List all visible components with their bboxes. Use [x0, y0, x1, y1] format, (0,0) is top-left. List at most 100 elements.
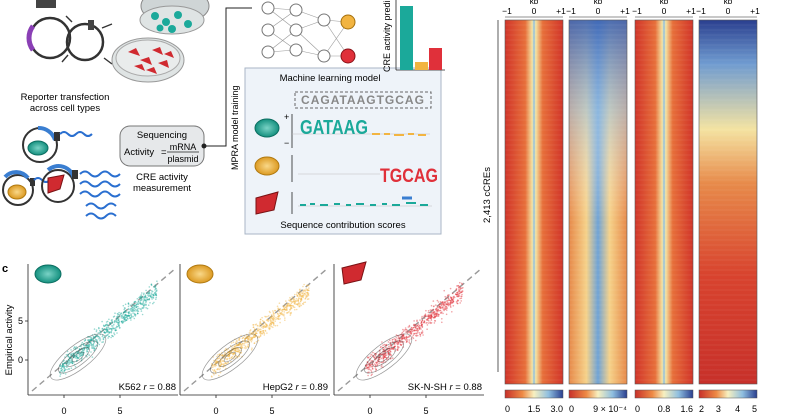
scatter-point [227, 355, 230, 358]
scatter-point [289, 312, 292, 314]
scatter-point [259, 335, 262, 337]
scatter-point [106, 328, 109, 331]
scatter-point [212, 370, 215, 372]
scatter-point [148, 292, 151, 294]
scatter-point [405, 328, 407, 331]
scatter-point [75, 355, 78, 357]
scatter-point [228, 357, 231, 359]
scatter-point [106, 334, 108, 337]
scatter-point [281, 310, 284, 313]
scatter-point [86, 348, 88, 351]
scatter-point [441, 301, 444, 304]
scatter-point [235, 350, 237, 353]
scatter-point [138, 296, 140, 299]
scatter-point [459, 291, 461, 293]
scatter-point [127, 308, 130, 310]
scatter-point [429, 322, 432, 325]
scatter-point [382, 348, 384, 351]
scatter-point [402, 335, 405, 337]
scatter-point [455, 293, 457, 296]
scatter-point [101, 328, 103, 330]
scatter-point [90, 339, 92, 342]
scatter-point [442, 307, 445, 309]
scatter-point [263, 332, 266, 335]
scatter-point [400, 341, 402, 344]
scatter-point [397, 343, 400, 345]
scatter-point [460, 291, 463, 294]
scatter-point [261, 323, 263, 326]
scatter-point [59, 373, 62, 376]
scatter-point [264, 315, 266, 318]
scatter-point [154, 294, 157, 296]
scatter-point [93, 336, 95, 338]
scatter-point [247, 344, 249, 347]
scatter-point [93, 347, 96, 350]
scatter-point [248, 332, 251, 334]
scatter-point [365, 367, 367, 370]
scatter-point [423, 315, 425, 318]
scatter-point [154, 286, 157, 288]
scatter-point [273, 317, 276, 320]
scatter-point [211, 376, 213, 378]
scatter-point [451, 302, 454, 304]
scatter-point [94, 345, 97, 348]
scatter-point [98, 327, 100, 330]
scatter-point [382, 344, 384, 347]
scatter-point [128, 308, 130, 311]
scatter-point [288, 305, 291, 307]
scatter-point [134, 304, 136, 307]
scatter-point [252, 326, 255, 329]
scatter-point [399, 339, 401, 341]
scatter-point [155, 296, 157, 299]
scatter-point [145, 289, 147, 292]
scatter-point [146, 307, 149, 310]
scatter-point [286, 308, 288, 311]
scatter-point [440, 304, 443, 307]
scatter-point [222, 360, 224, 362]
scatter-point [430, 319, 433, 321]
scatter-point [270, 325, 273, 328]
scatter-point [140, 297, 142, 300]
scatter-point [292, 305, 295, 307]
scatter-point [296, 303, 299, 306]
scatter-point [90, 338, 93, 341]
scatter-point [118, 313, 120, 316]
scatter-point [457, 295, 460, 298]
scatter-point [447, 304, 450, 307]
scatter-point [455, 288, 458, 291]
scatter-point [213, 363, 216, 366]
scatter-point [262, 332, 265, 334]
scatter-point [385, 354, 388, 357]
scatter-point [237, 348, 240, 351]
scatter-point [126, 315, 129, 318]
scatter-point [420, 321, 423, 324]
scatter-point [449, 296, 452, 298]
scatter-point [278, 318, 280, 321]
scatter-point [125, 311, 128, 313]
scatter-point [449, 303, 452, 306]
hepg2-cell-icon [186, 264, 214, 284]
scatter-point [144, 294, 147, 297]
y-tick: 0 [18, 355, 23, 365]
scatter-point [405, 339, 407, 342]
scatter-point [289, 298, 292, 301]
scatter-point [380, 366, 383, 368]
scatter-point [294, 293, 296, 296]
scatter-point [268, 328, 271, 331]
scatter-point [301, 294, 304, 297]
scatter-point [131, 306, 134, 309]
scatter-point [285, 300, 287, 302]
scatter-point [302, 285, 304, 288]
scatter-point [272, 310, 274, 312]
scatter-point [303, 283, 305, 286]
scatter-point [272, 321, 275, 324]
scatter-point [108, 331, 110, 334]
scatter-point [381, 341, 383, 343]
density-contour [377, 351, 391, 363]
scatter-point [276, 305, 279, 308]
scatter-point [228, 354, 231, 356]
scatter-point [215, 364, 218, 367]
scatter-point [70, 367, 73, 370]
scatter-point [272, 326, 274, 329]
scatter-point [136, 306, 138, 308]
